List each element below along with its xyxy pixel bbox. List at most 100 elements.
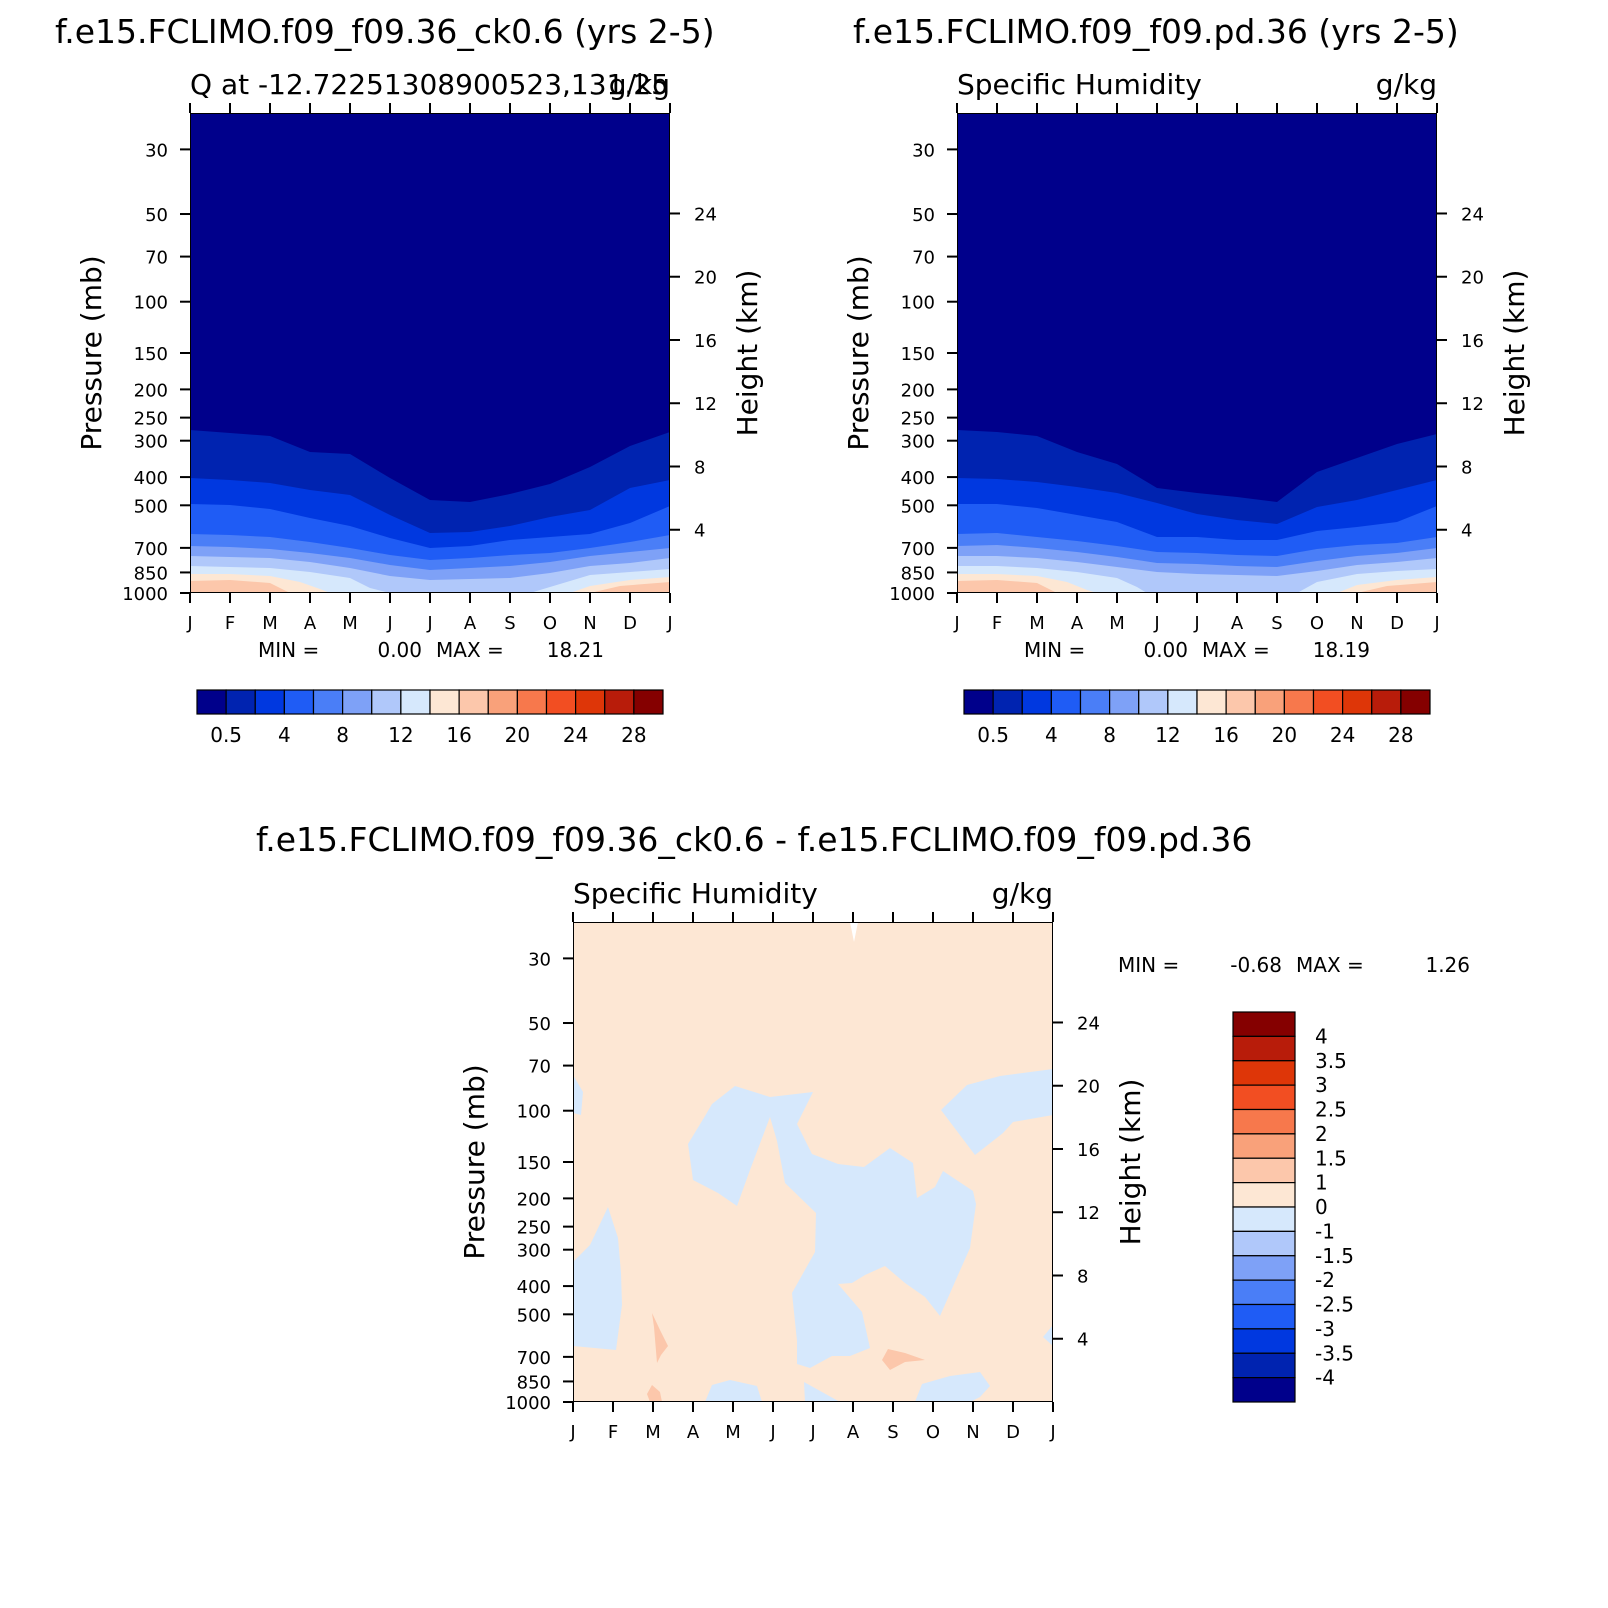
colorbar-swatch [342, 689, 373, 715]
panel-3-positive-region [647, 1385, 662, 1402]
x-tick-label: D [1390, 613, 1404, 634]
x-tick-label: S [1271, 613, 1282, 634]
colorbar-label: 28 [1388, 723, 1413, 747]
y-tick-right-label: 24 [1077, 1013, 1100, 1034]
y-tick-label: 100 [517, 1102, 551, 1123]
colorbar-swatch [371, 689, 402, 715]
colorbar-label: 3.5 [1315, 1049, 1347, 1073]
x-tick-label: A [687, 1422, 700, 1443]
y-tick-label: 300 [901, 432, 935, 453]
y-tick-right-label: 8 [1461, 457, 1472, 478]
panel-3-min-value: -0.68 [1230, 953, 1282, 977]
colorbar-label: 0.5 [977, 723, 1009, 747]
x-tick-label: M [645, 1422, 661, 1443]
colorbar-label: 3 [1315, 1073, 1328, 1097]
y-tick-label: 50 [145, 205, 168, 226]
colorbar-swatch [1283, 689, 1315, 715]
x-tick-label: M [342, 613, 358, 634]
colorbar-label: -3 [1315, 1317, 1335, 1341]
panel-1-y-axis-title: Pressure (mb) [75, 255, 108, 450]
y-tick-label: 700 [134, 539, 168, 560]
panel-2-title: f.e15.FCLIMO.f09_f09.pd.36 (yrs 2-5) [853, 12, 1459, 51]
panel-1-left-string: Q at -12.72251308900523,131.25 [190, 68, 669, 101]
colorbar-label: 20 [1272, 723, 1297, 747]
colorbar-swatch [575, 689, 606, 715]
colorbar-swatch [1254, 689, 1285, 715]
panel-2-contour-band [957, 580, 1437, 593]
y-tick-label: 250 [901, 409, 935, 430]
x-tick-label: J [1193, 613, 1199, 634]
panel-1-right-string: g/kg [609, 68, 670, 101]
y-tick-label: 250 [517, 1218, 551, 1239]
colorbar-swatch [516, 689, 548, 715]
y-tick-right-label: 24 [694, 204, 717, 225]
x-tick-label: J [666, 613, 672, 634]
colorbar-swatch [633, 689, 664, 715]
colorbar-swatch [429, 689, 460, 715]
colorbar-label: 4 [278, 723, 291, 747]
colorbar-swatch [1167, 689, 1198, 715]
colorbar-swatch [1232, 1182, 1296, 1208]
panel-3-negative-region [705, 1380, 762, 1402]
colorbar-swatch [1232, 1157, 1296, 1184]
colorbar-swatch [1371, 689, 1402, 715]
panel-3-max-label: MAX = [1296, 953, 1364, 977]
y-tick-right-label: 20 [1077, 1077, 1100, 1098]
y-tick-label: 1000 [889, 584, 935, 605]
panel-3-negative-region [941, 1069, 1053, 1155]
x-tick-label: M [1029, 613, 1045, 634]
y-tick-label: 100 [134, 293, 168, 314]
colorbar-swatch [1232, 1206, 1296, 1232]
colorbar-label: 0.5 [210, 723, 242, 747]
y-tick-right-label: 4 [1461, 521, 1472, 542]
colorbar-swatch [1232, 1279, 1296, 1306]
x-tick-label: J [1049, 1422, 1055, 1443]
y-tick-label: 850 [134, 563, 168, 584]
y-tick-right-label: 16 [694, 331, 717, 352]
colorbar-label: 4 [1045, 723, 1058, 747]
x-tick-label: M [1109, 613, 1125, 634]
y-tick-label: 700 [517, 1348, 551, 1369]
y-tick-right-label: 16 [1461, 331, 1484, 352]
panel-1-right-axis-title: Height (km) [731, 270, 764, 437]
y-tick-label: 850 [901, 563, 935, 584]
panel-3-negative-region [573, 1075, 583, 1115]
panel-3-title: f.e15.FCLIMO.f09_f09.36_ck0.6 - f.e15.FC… [256, 820, 1252, 859]
x-tick-label: A [464, 613, 477, 634]
panel-1-colorbar: 0.5 4 8 12 16 20 24 28 [196, 689, 664, 747]
y-tick-right-label: 8 [1077, 1266, 1088, 1287]
colorbar-label: -2.5 [1315, 1293, 1354, 1317]
y-tick-label: 1000 [122, 584, 168, 605]
colorbar-swatch [283, 689, 315, 715]
x-tick-label: J [186, 613, 192, 634]
y-tick-label: 150 [134, 344, 168, 365]
panel-3: f.e15.FCLIMO.f09_f09.36_ck0.6 - f.e15.FC… [256, 820, 1470, 1443]
colorbar-swatch [1196, 689, 1227, 715]
colorbar-label: 16 [446, 723, 471, 747]
colorbar-swatch [1232, 1255, 1296, 1281]
colorbar-swatch [254, 689, 285, 715]
panel-3-right-axis-title: Height (km) [1114, 1079, 1147, 1246]
panel-3-negative-region [573, 1207, 622, 1350]
y-tick-label: 150 [517, 1153, 551, 1174]
colorbar-label: 16 [1213, 723, 1238, 747]
x-tick-label: M [725, 1422, 741, 1443]
y-tick-label: 250 [134, 409, 168, 430]
panel-2-max-value: 18.19 [1313, 638, 1370, 662]
colorbar-swatch [312, 689, 344, 715]
y-tick-label: 500 [134, 496, 168, 517]
colorbar-swatch [1138, 689, 1169, 715]
colorbar-swatch [992, 689, 1023, 715]
y-tick-label: 200 [517, 1189, 551, 1210]
panel-3-negative-region [915, 1372, 990, 1402]
y-tick-label: 150 [901, 344, 935, 365]
colorbar-swatch [1400, 689, 1431, 715]
colorbar-label: 4 [1315, 1024, 1328, 1048]
panel-3-zero-region [850, 922, 858, 942]
colorbar-label: 20 [505, 723, 530, 747]
y-tick-right-label: 20 [694, 268, 717, 289]
y-tick-right-label: 4 [1077, 1330, 1088, 1351]
y-tick-label: 400 [134, 468, 168, 489]
x-tick-label: A [304, 613, 317, 634]
